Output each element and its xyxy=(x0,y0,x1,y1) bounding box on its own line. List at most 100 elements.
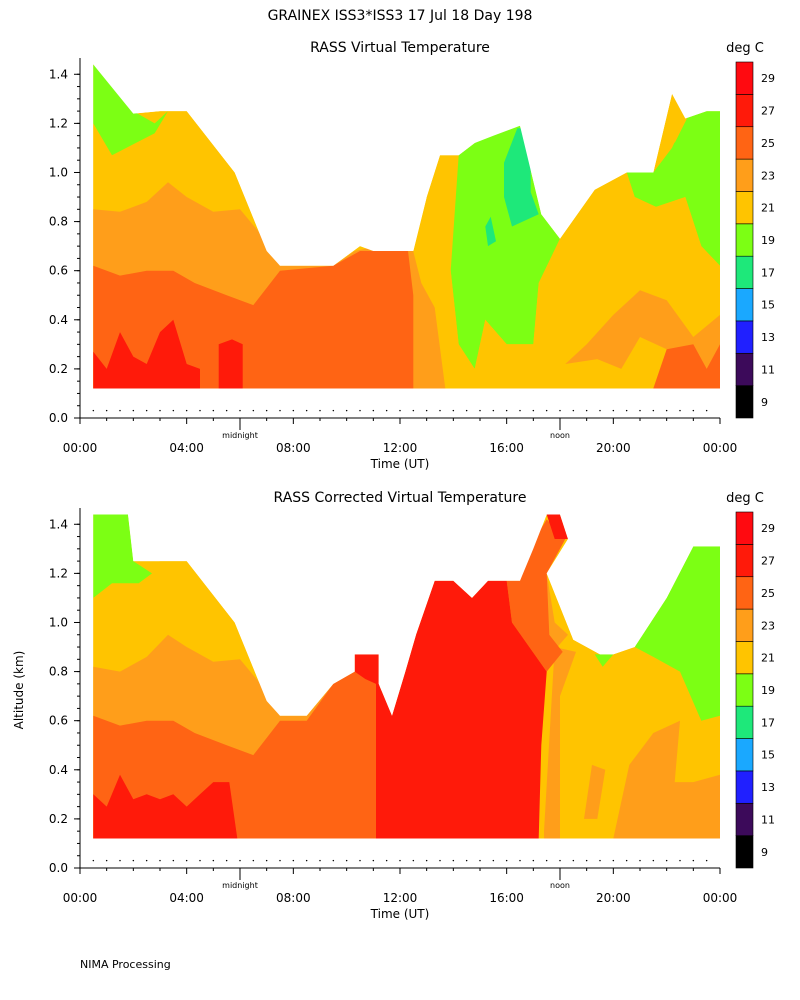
sample-dot xyxy=(479,859,481,862)
colorbar-label: 27 xyxy=(761,105,775,118)
time-marker-label: midnight xyxy=(222,431,258,440)
x-tick-label: 12:00 xyxy=(383,891,418,905)
x-axis-label: Time (UT) xyxy=(370,457,430,471)
sample-dot xyxy=(145,859,148,862)
colorbar-label: 19 xyxy=(761,684,775,697)
colorbar-swatch xyxy=(735,191,754,225)
sample-dot xyxy=(452,409,455,412)
sample-dot xyxy=(252,859,255,862)
colorbar-label: 23 xyxy=(761,619,775,632)
sample-dot xyxy=(692,859,695,862)
chart-panel-1: 0.0 0.2 0.4 0.6 0.8 1.0 1.2 1.4 00:00 04:00 08:00 1… xyxy=(49,37,775,471)
colorbar-label: 9 xyxy=(761,846,768,859)
contour-region-27 xyxy=(93,319,200,389)
colorbar-unit: deg C xyxy=(726,41,764,56)
sample-dot xyxy=(705,409,708,412)
sample-dot xyxy=(505,859,508,862)
sample-dot xyxy=(425,409,428,412)
contour-region-27 xyxy=(93,774,238,839)
contour-region-23 xyxy=(544,647,576,839)
colorbar-label: 21 xyxy=(761,652,775,665)
sample-dot xyxy=(212,409,215,412)
colorbar-label: 11 xyxy=(761,813,775,826)
x-tick-label: 20:00 xyxy=(596,891,631,905)
colorbar-swatch xyxy=(735,255,754,289)
x-axis-label: Time (UT) xyxy=(370,907,430,921)
figure-title: GRAINEX ISS3*ISS3 17 Jul 18 Day 198 xyxy=(268,8,533,24)
colorbar-label: 13 xyxy=(761,781,775,794)
x-tick-label: 00:00 xyxy=(63,441,98,455)
colorbar-swatch xyxy=(735,94,754,128)
colorbar-swatch xyxy=(735,511,754,545)
chart-panel-2: 0.0 0.2 0.4 0.6 0.8 1.0 1.2 1.4 00:00 04:00 08:00 1… xyxy=(12,487,775,921)
x-tick-label: 00:00 xyxy=(703,441,738,455)
y-tick-label: 0.6 xyxy=(49,264,68,278)
sample-dot xyxy=(119,409,121,412)
colorbar-label: 29 xyxy=(761,72,775,85)
y-tick-label: 1.0 xyxy=(49,615,68,629)
colorbar-label: 29 xyxy=(761,522,775,535)
colorbar-swatch xyxy=(735,61,754,95)
sample-dot xyxy=(105,859,108,862)
sample-dot xyxy=(105,409,108,412)
x-tick-label: 16:00 xyxy=(489,441,524,455)
sample-dot xyxy=(132,409,135,412)
sample-dot xyxy=(212,859,215,862)
sample-dot xyxy=(679,859,681,862)
sample-dot xyxy=(612,859,615,862)
sample-dot xyxy=(492,859,495,862)
sample-dot xyxy=(292,409,295,412)
sample-dot xyxy=(279,859,281,862)
colorbar-swatch xyxy=(735,738,754,772)
sample-dot xyxy=(412,859,415,862)
colorbar-label: 9 xyxy=(761,396,768,409)
no-data-mask xyxy=(93,487,721,716)
colorbar-swatch xyxy=(735,223,754,257)
sample-dot xyxy=(199,409,201,412)
sample-dot xyxy=(359,859,361,862)
sample-dot xyxy=(319,409,321,412)
colorbar-swatch xyxy=(735,385,754,419)
colorbar-label: 23 xyxy=(761,169,775,182)
footer-note: NIMA Processing xyxy=(80,958,171,971)
colorbar-swatch xyxy=(735,770,754,804)
sample-dot xyxy=(585,859,588,862)
y-tick-label: 0.8 xyxy=(49,665,68,679)
y-tick-label: 0.0 xyxy=(49,861,68,875)
contour-region-27 xyxy=(546,514,568,539)
sample-dot xyxy=(505,409,508,412)
chart-title: RASS Virtual Temperature xyxy=(310,40,490,56)
colorbar-swatch xyxy=(735,641,754,675)
colorbar-label: 27 xyxy=(761,555,775,568)
sample-dot xyxy=(172,409,175,412)
y-tick-label: 0.6 xyxy=(49,714,68,728)
sample-dot xyxy=(132,859,135,862)
sample-dot xyxy=(332,859,335,862)
sample-dot xyxy=(92,409,95,412)
colorbar-swatch xyxy=(735,673,754,707)
colorbar-swatch xyxy=(735,352,754,386)
time-marker-label: midnight xyxy=(222,881,258,890)
sample-dot xyxy=(119,859,121,862)
contour-region-27 xyxy=(354,580,547,839)
colorbar-swatch xyxy=(735,544,754,578)
sample-dot xyxy=(492,409,495,412)
sample-dot xyxy=(439,409,441,412)
y-tick-label: 1.2 xyxy=(49,116,68,130)
contour-region-25 xyxy=(506,519,566,672)
sample-dot xyxy=(372,409,375,412)
sample-dot xyxy=(559,409,561,412)
sample-dot xyxy=(532,859,535,862)
contour-region-19 xyxy=(594,654,614,667)
y-tick-label: 1.4 xyxy=(49,517,68,531)
sample-dot xyxy=(519,859,521,862)
sample-dot xyxy=(279,409,281,412)
colorbar-label: 13 xyxy=(761,331,775,344)
contour-region-19 xyxy=(634,546,720,721)
colorbar-label: 21 xyxy=(761,202,775,215)
sample-dot xyxy=(559,859,561,862)
sample-dot xyxy=(185,409,188,412)
contour-region-17 xyxy=(485,216,496,247)
contour-region-25 xyxy=(93,671,379,839)
